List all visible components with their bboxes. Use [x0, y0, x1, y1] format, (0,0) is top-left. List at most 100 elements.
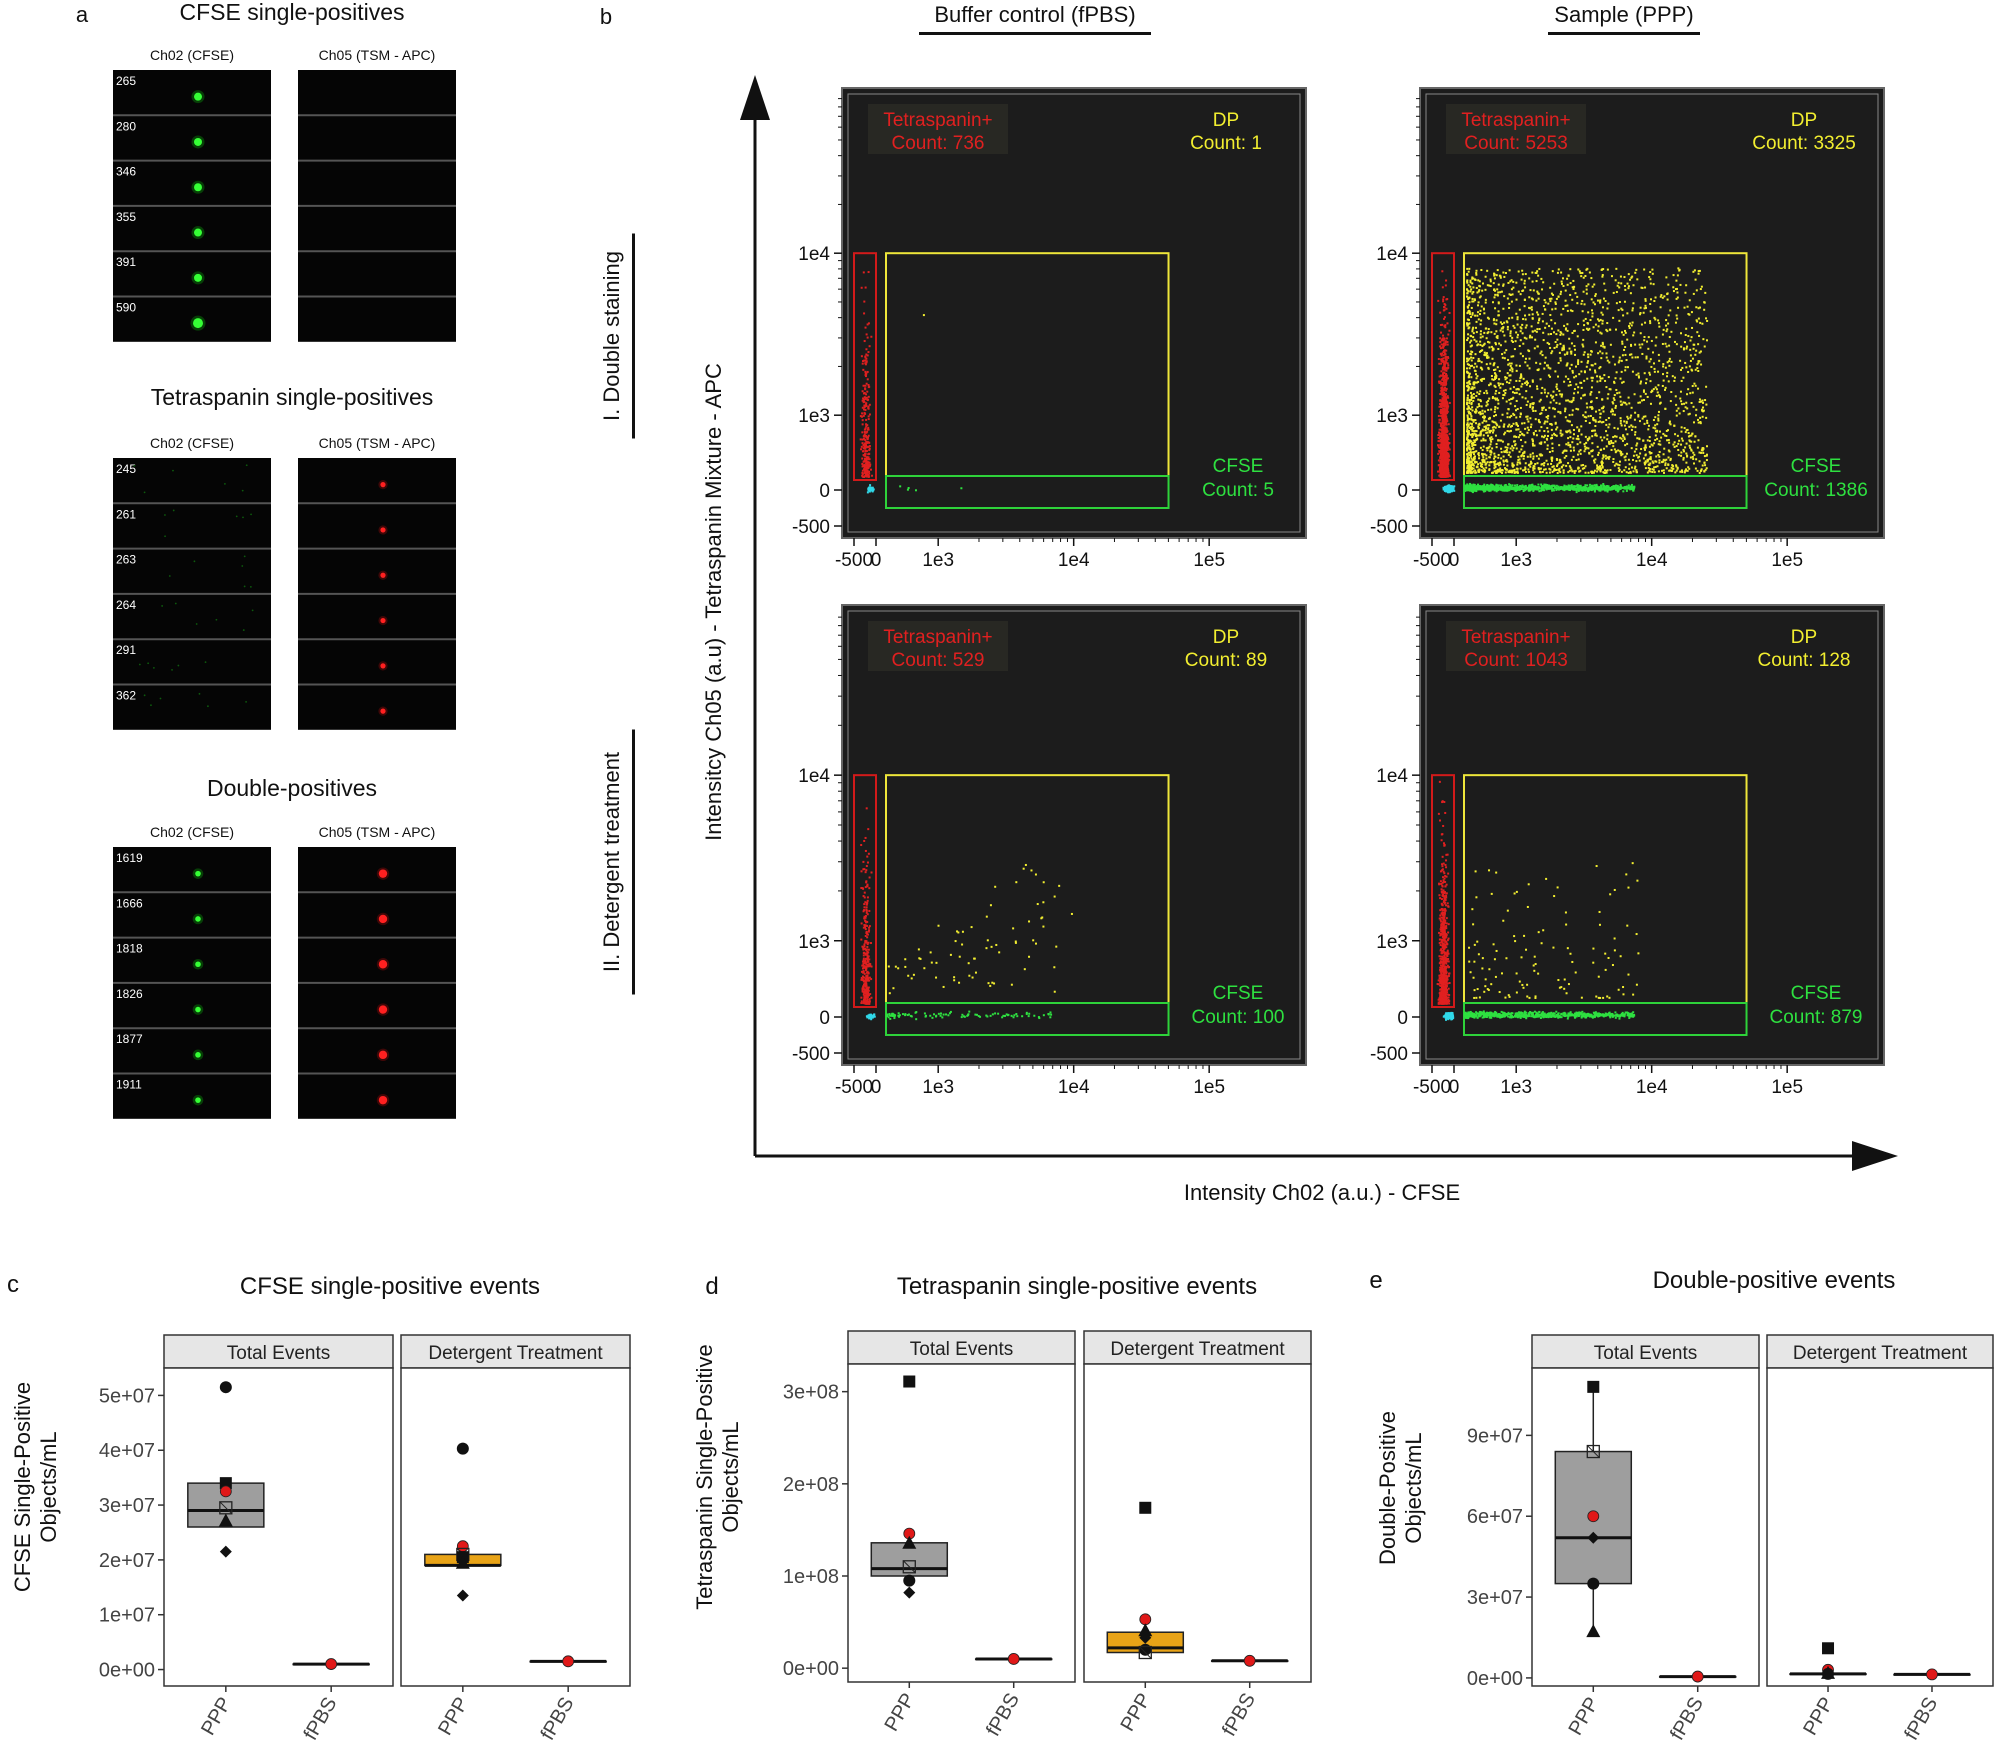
event-dot: [1594, 434, 1597, 437]
event-dot: [1684, 468, 1687, 471]
event-dot: [867, 395, 870, 398]
event-dot: [1519, 352, 1522, 355]
event-dot: [1493, 272, 1496, 275]
event-dot: [1584, 275, 1587, 278]
event-dot: [861, 431, 864, 434]
event-dot: [1536, 385, 1539, 388]
event-dot: [1619, 377, 1622, 380]
event-dot: [1545, 459, 1548, 462]
event-dot: [1693, 343, 1696, 346]
event-dot: [1481, 459, 1484, 462]
apc-spot: [380, 527, 386, 533]
event-dot: [864, 359, 867, 362]
event-dot: [1659, 396, 1662, 399]
event-dot: [1515, 331, 1518, 334]
event-dot: [1444, 450, 1447, 453]
event-dot: [1604, 469, 1607, 472]
event-dot: [1657, 419, 1660, 422]
event-dot: [1616, 392, 1619, 395]
event-dot: [1642, 390, 1645, 393]
event-dot: [1480, 319, 1483, 322]
event-dot: [1582, 394, 1585, 397]
event-dot: [1645, 378, 1648, 381]
event-dot: [1439, 380, 1442, 383]
event-dot: [1524, 326, 1527, 329]
event-dot: [1689, 446, 1692, 449]
event-dot: [1515, 391, 1518, 394]
event-dot: [865, 403, 868, 406]
event-dot: [1551, 270, 1554, 273]
event-dot: [1493, 415, 1496, 418]
event-dot: [1637, 414, 1640, 417]
event-dot: [1600, 407, 1603, 410]
event-dot: [1530, 297, 1533, 300]
event-dot: [1694, 384, 1697, 387]
event-dot: [1497, 283, 1500, 286]
event-dot: [1549, 300, 1552, 303]
event-dot: [1682, 348, 1685, 351]
event-dot: [864, 471, 867, 474]
event-dot: [1627, 325, 1630, 328]
event-dot: [1530, 462, 1533, 465]
event-dot: [1703, 455, 1706, 458]
event-dot: [1468, 296, 1471, 299]
event-dot: [1508, 398, 1511, 401]
event-dot: [1567, 487, 1570, 490]
event-dot: [1623, 487, 1626, 490]
event-dot: [1655, 394, 1658, 397]
event-dot: [1686, 428, 1689, 431]
event-dot: [1584, 465, 1587, 468]
event-dot: [1529, 404, 1532, 407]
event-dot: [1654, 424, 1657, 427]
event-dot: [1442, 357, 1445, 360]
event-dot: [1550, 428, 1553, 431]
event-dot: [1643, 335, 1646, 338]
event-dot: [1583, 371, 1586, 374]
event-dot: [1476, 406, 1479, 409]
event-dot: [1448, 442, 1451, 445]
event-dot: [1482, 434, 1485, 437]
event-dot: [864, 455, 867, 458]
event-dot: [1639, 313, 1642, 316]
event-dot: [1594, 362, 1597, 365]
event-dot: [1482, 467, 1485, 470]
event-dot: [1695, 319, 1698, 322]
event-dot: [1559, 412, 1562, 415]
event-dot: [1511, 449, 1514, 452]
event-dot: [868, 465, 871, 468]
event-dot: [1487, 434, 1490, 437]
event-dot: [1613, 381, 1616, 384]
event-dot: [1498, 274, 1501, 277]
event-dot: [1555, 297, 1558, 300]
event-dot: [1620, 359, 1623, 362]
event-dot: [1562, 307, 1565, 310]
noise-dot: [172, 469, 174, 472]
event-dot: [863, 392, 866, 395]
event-dot: [1622, 435, 1625, 438]
event-dot: [861, 362, 864, 365]
event-dot: [1689, 354, 1692, 357]
event-dot: [1549, 422, 1552, 425]
event-dot: [1475, 450, 1478, 453]
event-dot: [1665, 458, 1668, 461]
event-dot: [1475, 435, 1478, 438]
event-dot: [1468, 463, 1471, 466]
event-dot: [1517, 428, 1520, 431]
cfse-spot: [194, 183, 202, 192]
event-dot: [1471, 409, 1474, 412]
event-dot: [1539, 398, 1542, 401]
event-dot: [1470, 461, 1473, 464]
event-dot: [1446, 449, 1449, 452]
event-dot: [1640, 448, 1643, 451]
event-dot: [1511, 397, 1514, 400]
event-dot: [867, 466, 870, 469]
event-dot: [1441, 390, 1444, 393]
event-dot: [1544, 485, 1547, 488]
event-dot: [867, 464, 870, 467]
event-dot: [1584, 448, 1587, 451]
event-dot: [1649, 302, 1652, 305]
event-dot: [1579, 272, 1582, 275]
event-dot: [1486, 269, 1489, 272]
event-dot: [1664, 388, 1667, 391]
event-dot: [866, 471, 869, 474]
